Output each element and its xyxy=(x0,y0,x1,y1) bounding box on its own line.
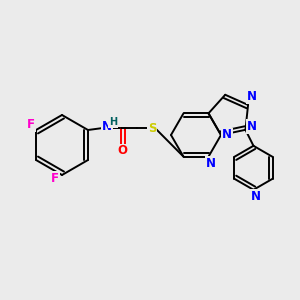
Text: O: O xyxy=(117,145,127,158)
Text: N: N xyxy=(102,121,112,134)
Text: F: F xyxy=(51,172,59,184)
Text: F: F xyxy=(27,118,35,131)
Text: N: N xyxy=(247,120,256,133)
Text: H: H xyxy=(109,117,117,127)
Text: N: N xyxy=(247,90,257,104)
Text: N: N xyxy=(222,128,232,142)
Text: N: N xyxy=(206,157,215,170)
Text: N: N xyxy=(250,190,260,203)
Text: S: S xyxy=(148,122,156,134)
